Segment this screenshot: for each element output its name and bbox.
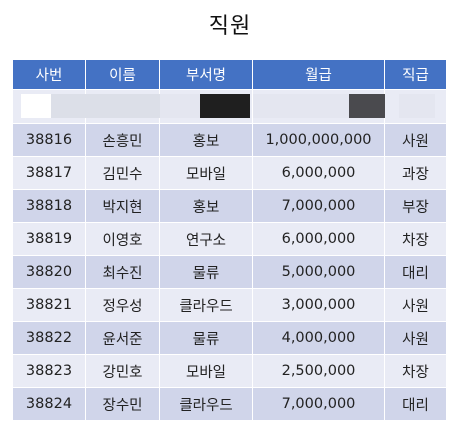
cell-name: 정우성 — [85, 288, 160, 322]
cell-department: 연구소 — [159, 222, 253, 256]
table-row[interactable]: 38822 윤서준 물류 4,000,000 사원 — [12, 321, 447, 355]
table-row[interactable]: 38819 이영호 연구소 6,000,000 차장 — [12, 222, 447, 256]
cell-position: 사원 — [384, 123, 447, 157]
cell-position: 대리 — [384, 255, 447, 289]
cell-name: 윤서준 — [85, 321, 160, 355]
filter-input[interactable] — [21, 94, 51, 118]
filter-dropdown[interactable] — [200, 94, 250, 118]
cell-salary: 6,000,000 — [252, 222, 385, 256]
cell-name: 박지현 — [85, 189, 160, 223]
cell-position: 과장 — [384, 156, 447, 190]
filter-cell-salary[interactable] — [252, 89, 399, 124]
page-title: 직원 — [208, 14, 252, 39]
cell-id: 38816 — [12, 123, 86, 157]
table-row[interactable]: 38816 손흥민 홍보 1,000,000,000 사원 — [12, 123, 447, 157]
filter-row — [12, 89, 447, 124]
filter-cell-id[interactable] — [12, 89, 86, 124]
table-row[interactable]: 38823 강민호 모바일 2,500,000 차장 — [12, 354, 447, 388]
cell-id: 38818 — [12, 189, 86, 223]
cell-name: 김민수 — [85, 156, 160, 190]
cell-name: 최수진 — [85, 255, 160, 289]
cell-department: 모바일 — [159, 156, 253, 190]
cell-department: 클라우드 — [159, 387, 253, 421]
filter-input[interactable] — [399, 94, 435, 118]
cell-salary: 1,000,000,000 — [252, 123, 385, 157]
cell-department: 모바일 — [159, 354, 253, 388]
cell-position: 대리 — [384, 387, 447, 421]
cell-position: 사원 — [384, 288, 447, 322]
cell-name: 강민호 — [85, 354, 160, 388]
cell-position: 차장 — [384, 354, 447, 388]
cell-name: 손흥민 — [85, 123, 160, 157]
cell-department: 홍보 — [159, 123, 253, 157]
cell-name: 이영호 — [85, 222, 160, 256]
cell-id: 38821 — [12, 288, 86, 322]
table-row[interactable]: 38820 최수진 물류 5,000,000 대리 — [12, 255, 447, 289]
column-header-salary[interactable]: 월급 — [252, 59, 385, 90]
cell-department: 홍보 — [159, 189, 253, 223]
filter-cell-department[interactable] — [159, 89, 253, 124]
filter-dropdown[interactable] — [51, 94, 86, 118]
table-row[interactable]: 38824 장수민 클라우드 7,000,000 대리 — [12, 387, 447, 421]
filter-cell-name[interactable] — [85, 89, 160, 124]
cell-department: 물류 — [159, 255, 253, 289]
cell-id: 38817 — [12, 156, 86, 190]
table-row[interactable]: 38818 박지현 홍보 7,000,000 부장 — [12, 189, 447, 223]
filter-input[interactable] — [160, 94, 200, 118]
filter-input[interactable] — [86, 94, 160, 118]
column-header-id[interactable]: 사번 — [12, 59, 86, 90]
cell-department: 클라우드 — [159, 288, 253, 322]
cell-id: 38824 — [12, 387, 86, 421]
cell-position: 부장 — [384, 189, 447, 223]
cell-position: 사원 — [384, 321, 447, 355]
cell-salary: 2,500,000 — [252, 354, 385, 388]
column-header-position[interactable]: 직급 — [384, 59, 447, 90]
header-row: 사번 이름 부서명 월급 직급 — [12, 59, 447, 90]
cell-position: 차장 — [384, 222, 447, 256]
filter-input[interactable] — [253, 94, 349, 118]
column-header-department[interactable]: 부서명 — [159, 59, 253, 90]
employee-table: 사번 이름 부서명 월급 직급 — [12, 59, 447, 421]
cell-id: 38819 — [12, 222, 86, 256]
cell-salary: 7,000,000 — [252, 387, 385, 421]
cell-name: 장수민 — [85, 387, 160, 421]
cell-salary: 3,000,000 — [252, 288, 385, 322]
cell-id: 38823 — [12, 354, 86, 388]
cell-salary: 5,000,000 — [252, 255, 385, 289]
table-row[interactable]: 38817 김민수 모바일 6,000,000 과장 — [12, 156, 447, 190]
cell-salary: 4,000,000 — [252, 321, 385, 355]
cell-salary: 6,000,000 — [252, 156, 385, 190]
column-header-name[interactable]: 이름 — [85, 59, 160, 90]
cell-salary: 7,000,000 — [252, 189, 385, 223]
cell-id: 38822 — [12, 321, 86, 355]
cell-department: 물류 — [159, 321, 253, 355]
table-row[interactable]: 38821 정우성 클라우드 3,000,000 사원 — [12, 288, 447, 322]
filter-cell-position[interactable] — [384, 89, 447, 124]
cell-id: 38820 — [12, 255, 86, 289]
